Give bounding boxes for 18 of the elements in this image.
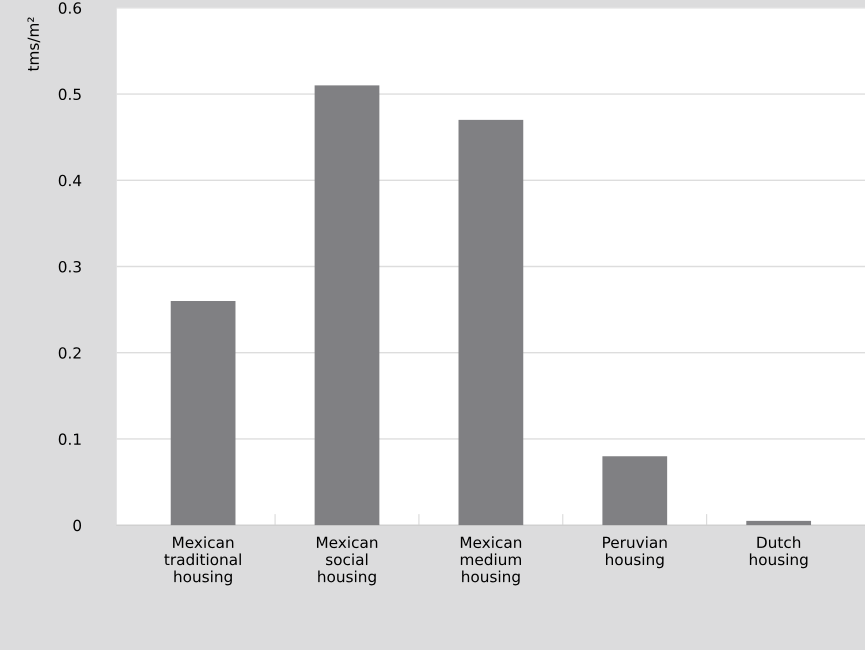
bar [746, 520, 812, 526]
y-tick-label: 0.3 [58, 260, 81, 273]
bar [458, 120, 524, 526]
y-tick-label: 0.4 [58, 174, 82, 186]
y-tick-label: 0.5 [58, 88, 81, 100]
y-tick-label: 0.1 [58, 433, 81, 445]
x-tick-label: Mexican traditional housing [164, 536, 241, 586]
x-tick-label: Peruvian housing [603, 536, 667, 568]
bar [314, 85, 380, 526]
bar [602, 456, 668, 526]
x-tick-label: Mexican social housing [316, 536, 378, 586]
y-tick-label: 0 [73, 520, 82, 532]
bar [170, 300, 236, 526]
x-tick-label: Mexican medium housing [460, 536, 522, 586]
x-tick-label: Dutch housing [750, 536, 808, 568]
y-tick-label: 0.2 [58, 347, 81, 359]
y-tick-label: 0.6 [58, 2, 82, 14]
y-axis-title: tms/m² [27, 17, 40, 72]
